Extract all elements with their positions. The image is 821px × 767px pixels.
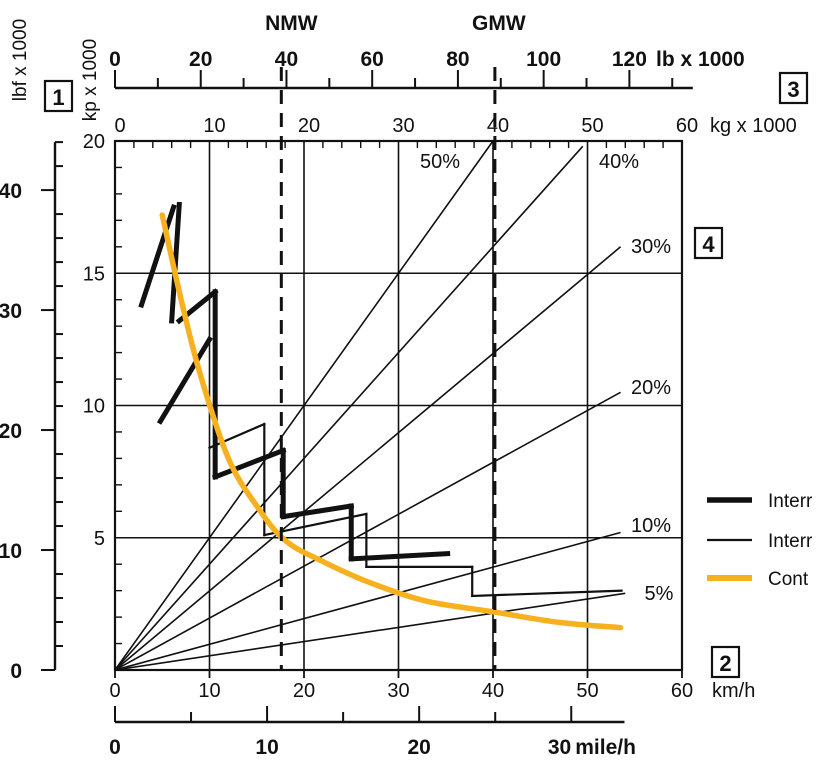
- left-outer-tick-label: 0: [10, 660, 22, 683]
- left-outer-axis-label: lbf x 1000: [10, 19, 31, 101]
- top-inner-tick-label: 20: [298, 115, 320, 137]
- top-inner-axis-label: kg x 1000: [710, 115, 797, 137]
- callout-number-4: 4: [702, 232, 715, 257]
- intermittent-thick-segment: [156, 335, 213, 425]
- grade-label: 10%: [631, 515, 671, 537]
- legend-entry-label: Interr: [768, 531, 813, 552]
- grade-line-5: [114, 531, 621, 671]
- marker-label-gmw: GMW: [472, 12, 526, 35]
- left-inner-axis-label: kp x 1000: [80, 39, 101, 121]
- bottom-inner-tick-label: 30: [387, 680, 409, 702]
- callout-box-3: [778, 71, 809, 105]
- top-inner-tick-label: 10: [203, 115, 225, 137]
- callout-box-4: [693, 226, 724, 260]
- intermittent-thin-segment: [208, 422, 266, 450]
- left-inner-tick-label: 15: [83, 263, 105, 285]
- intermittent-thin-segment: [471, 589, 623, 598]
- grade-line-4: [114, 391, 621, 671]
- grade-line-2: [114, 145, 584, 671]
- bottom-outer-axis-label: mile/h: [575, 736, 636, 759]
- callout-number-2: 2: [719, 651, 731, 676]
- bottom-inner-tick-label: 40: [482, 680, 504, 702]
- callout-number-3: 3: [787, 77, 799, 102]
- left-outer-tick-label: 10: [0, 540, 22, 563]
- bottom-inner-tick-label: 0: [109, 680, 120, 702]
- legend-entry-label: Cont: [768, 569, 809, 590]
- top-outer-axis-label: lb x 1000: [656, 48, 745, 71]
- top-inner-tick-label: 40: [487, 115, 509, 137]
- intermittent-thick-segment: [138, 203, 177, 309]
- legend-entry-label: Interr: [768, 491, 813, 512]
- callout-box-1: [43, 79, 74, 113]
- left-inner-tick-label: 20: [83, 131, 105, 153]
- callout-box-2: [710, 645, 741, 679]
- bottom-outer-tick-label: 10: [255, 736, 278, 759]
- marker-label-nmw: NMW: [265, 12, 318, 35]
- grade-label: 5%: [645, 583, 674, 605]
- top-inner-tick-label: 60: [676, 115, 698, 137]
- bottom-inner-tick-label: 10: [198, 680, 220, 702]
- intermittent-thick-segment: [348, 550, 451, 562]
- bottom-inner-tick-label: 60: [671, 680, 693, 702]
- top-outer-tick-label: 60: [361, 48, 384, 71]
- grade-line-6: [114, 592, 626, 671]
- top-outer-tick-label: 80: [446, 48, 469, 71]
- top-outer-tick-label: 20: [189, 48, 212, 71]
- top-outer-tick-label: 0: [109, 48, 121, 71]
- top-outer-tick-label: 120: [612, 48, 647, 71]
- left-outer-tick-label: 20: [0, 420, 22, 443]
- left-outer-tick-label: 30: [0, 300, 22, 323]
- left-inner-tick-label: 10: [83, 396, 105, 418]
- grade-line-1: [114, 140, 494, 671]
- bottom-outer-tick-label: 0: [109, 736, 121, 759]
- continuous-curve: [159, 212, 624, 631]
- top-outer-tick-label: 100: [526, 48, 561, 71]
- intermittent-thick-segment: [211, 447, 287, 481]
- top-inner-tick-label: 50: [581, 115, 603, 137]
- top-inner-tick-label: 0: [114, 115, 125, 137]
- intermittent-thick-segment: [280, 503, 355, 520]
- grade-label: 40%: [599, 151, 639, 173]
- top-outer-tick-label: 40: [275, 48, 298, 71]
- bottom-inner-tick-label: 50: [576, 680, 598, 702]
- bottom-outer-tick-label: 30: [548, 736, 571, 759]
- grade-label: 30%: [631, 236, 671, 258]
- callout-number-1: 1: [52, 85, 64, 110]
- grade-line-3: [114, 246, 622, 671]
- grade-label: 50%: [420, 151, 460, 173]
- top-inner-tick-label: 30: [392, 115, 414, 137]
- grade-label: 20%: [631, 377, 671, 399]
- bottom-outer-tick-label: 20: [407, 736, 430, 759]
- bottom-inner-tick-label: 20: [293, 680, 315, 702]
- bottom-inner-axis-label: km/h: [712, 680, 755, 702]
- left-inner-tick-label: 5: [94, 528, 105, 550]
- left-outer-tick-label: 40: [0, 180, 22, 203]
